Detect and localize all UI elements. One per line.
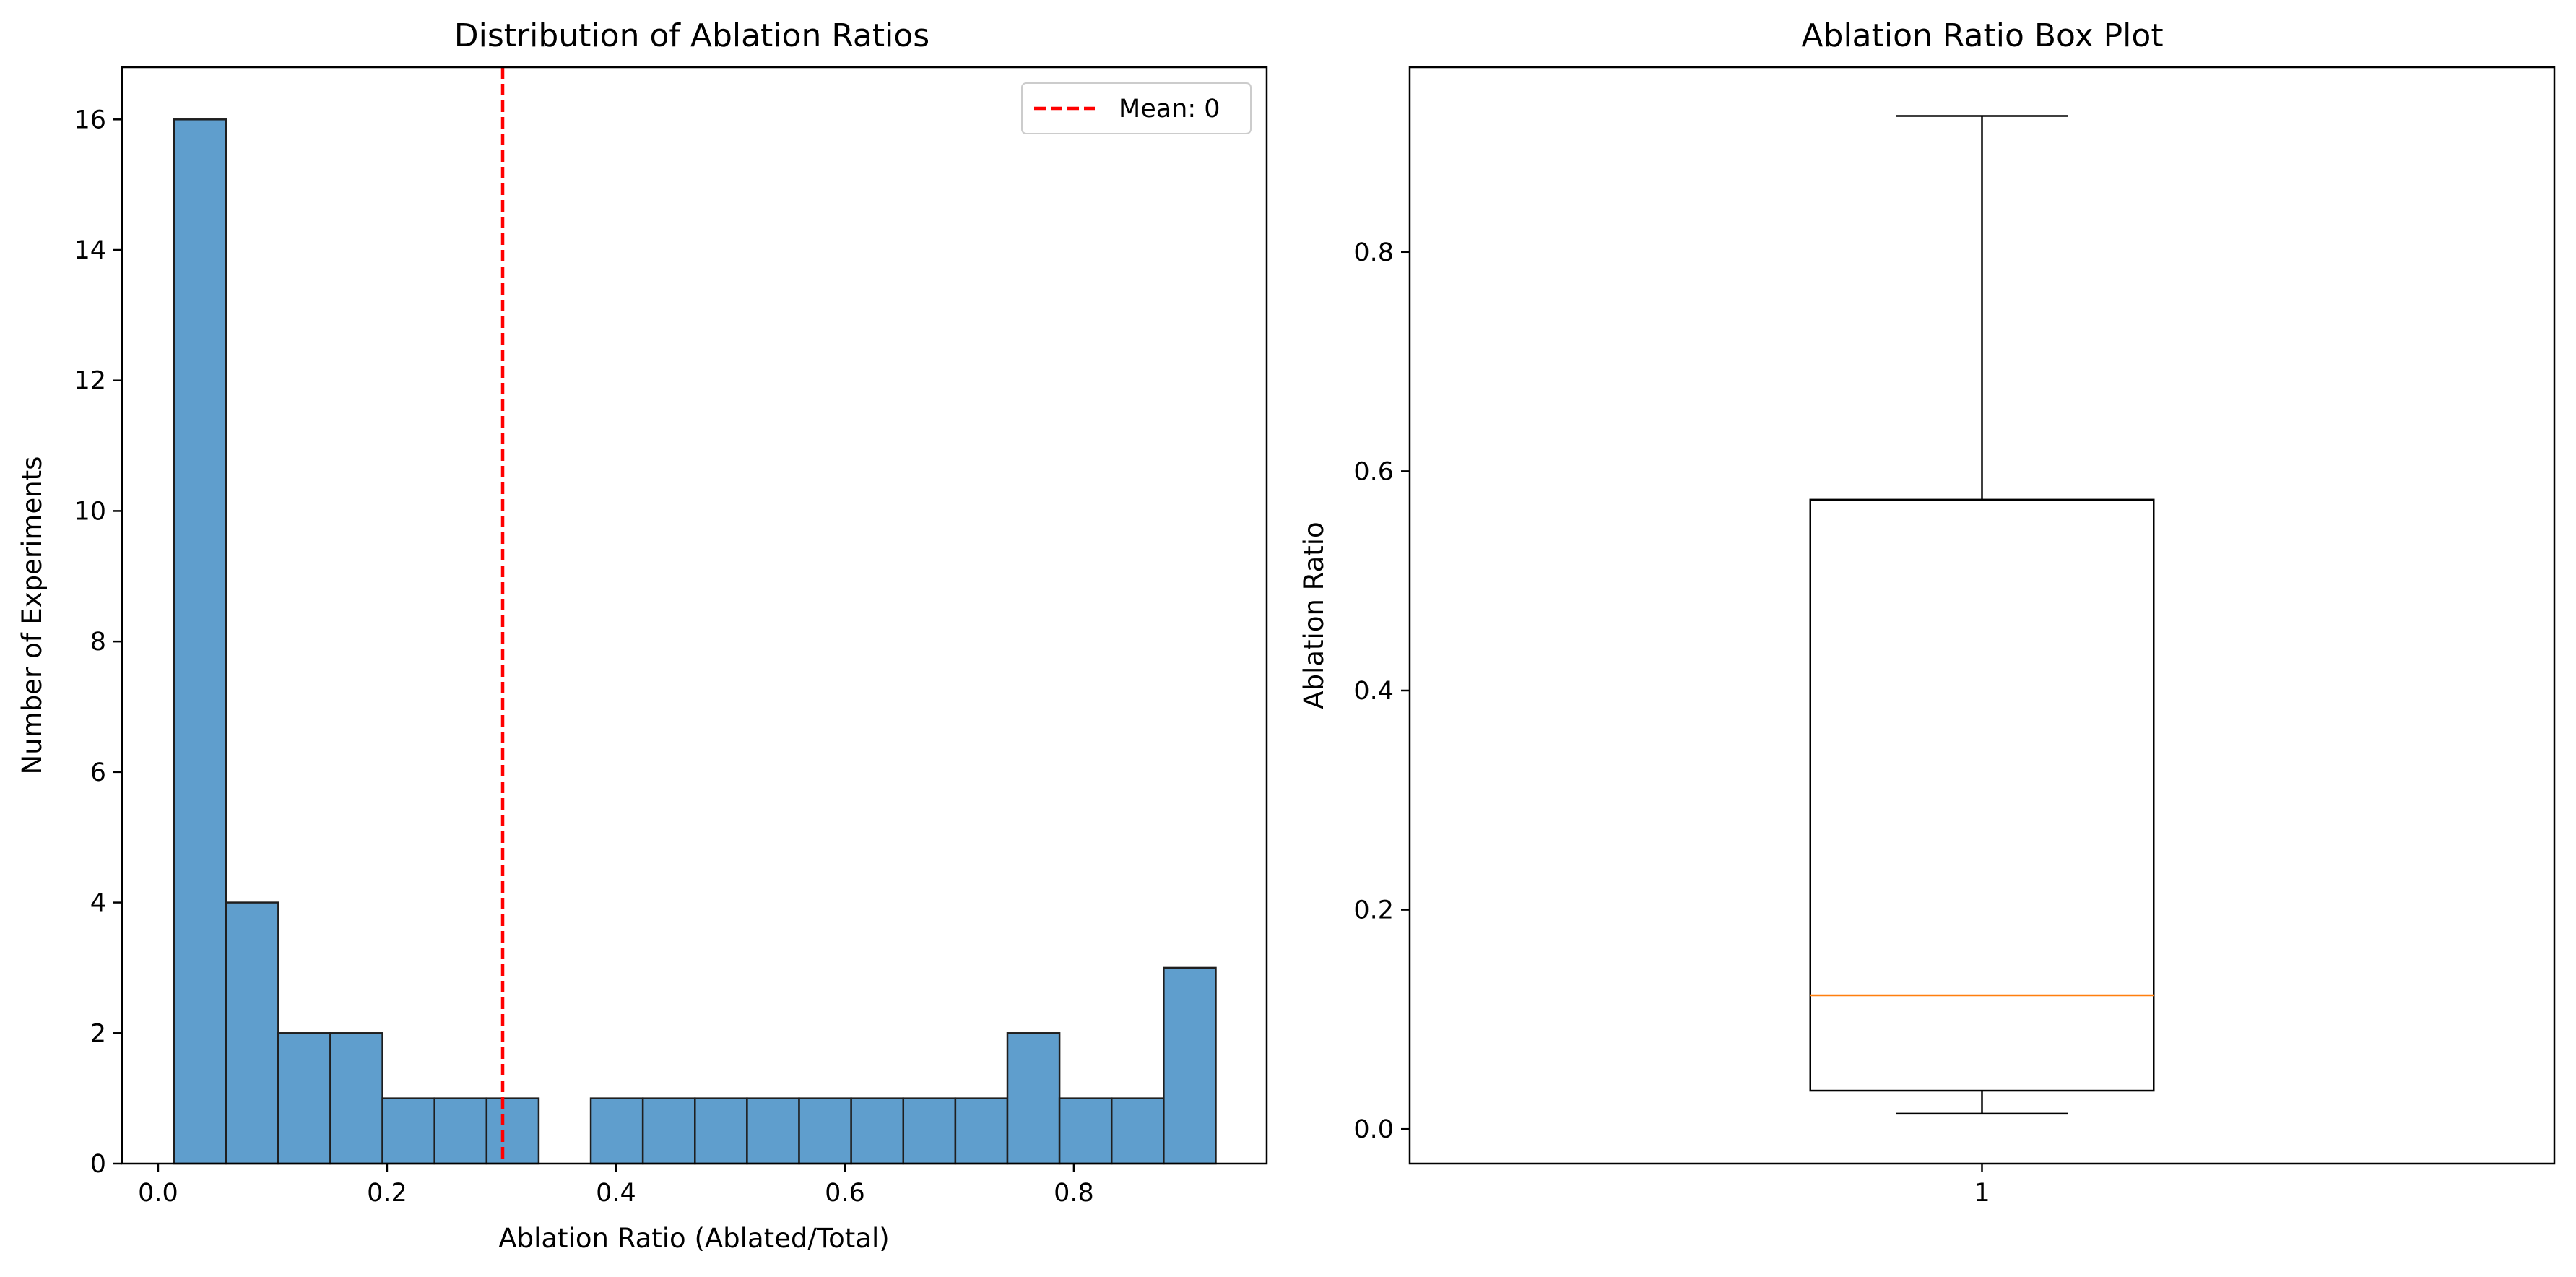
boxplot-axes-frame	[1408, 66, 2556, 1165]
histogram-bar	[173, 118, 227, 1165]
boxplot-y-tick-label: 0.4	[1353, 677, 1394, 706]
boxplot-x-tick-label: 1	[1974, 1179, 1990, 1208]
boxplot-y-tick-label: 0.0	[1353, 1115, 1394, 1144]
histogram-bar	[641, 1097, 696, 1165]
histogram-bar	[850, 1097, 905, 1165]
histogram-bar	[1163, 966, 1217, 1165]
histogram-x-tick-label: 0.6	[825, 1179, 865, 1208]
boxplot-panel: Ablation Ratio Box Plot 1 0.00.20.40.60.…	[1298, 17, 2556, 1208]
histogram-y-tick-label: 4	[90, 889, 106, 918]
histogram-y-tick-label: 10	[74, 497, 106, 526]
histogram-legend: Mean: 0	[1021, 82, 1252, 134]
histogram-y-tick-label: 8	[90, 628, 106, 657]
histogram-bar	[954, 1097, 1009, 1165]
histogram-y-tick-label: 14	[74, 236, 106, 265]
histogram-bar	[329, 1032, 383, 1165]
histogram-bar	[433, 1097, 488, 1165]
boxplot-y-tick-label: 0.2	[1353, 896, 1394, 925]
legend-label: Mean: 0	[1119, 95, 1220, 124]
histogram-axes-frame	[121, 66, 1268, 1165]
histogram-y-tick-label: 12	[74, 367, 106, 396]
histogram-bar	[798, 1097, 852, 1165]
histogram-y-tick-label: 6	[90, 758, 106, 787]
histogram-y-tick-label: 2	[90, 1019, 106, 1048]
histogram-bars	[173, 118, 1217, 1165]
histogram-x-tick-label: 0.4	[596, 1179, 636, 1208]
boxplot-title: Ablation Ratio Box Plot	[1801, 17, 2163, 54]
histogram-bar	[1058, 1097, 1113, 1165]
histogram-x-tick-label: 0.2	[367, 1179, 407, 1208]
histogram-bar	[589, 1097, 644, 1165]
boxplot-y-ticks: 0.0 0.2 0.4 0.6 0.8	[1353, 238, 1410, 1144]
histogram-bar	[225, 901, 279, 1165]
histogram-bar	[485, 1097, 540, 1165]
boxplot-y-tick-label: 0.6	[1353, 457, 1394, 486]
histogram-bar	[746, 1097, 800, 1165]
histogram-x-ticks: 0.0 0.2 0.4 0.6 0.8	[138, 1164, 1094, 1208]
boxplot-x-ticks: 1	[1974, 1164, 1990, 1208]
histogram-x-tick-label: 0.8	[1054, 1179, 1094, 1208]
histogram-y-label: Number of Experiments	[17, 456, 48, 775]
histogram-y-tick-label: 0	[90, 1150, 106, 1179]
histogram-x-tick-label: 0.0	[138, 1179, 178, 1208]
box-iqr	[1809, 498, 2155, 1092]
histogram-bar	[1110, 1097, 1165, 1165]
histogram-panel: Distribution of Ablation Ratios 0.0 0.2 0.…	[17, 17, 1268, 1254]
histogram-bar	[1006, 1032, 1061, 1165]
histogram-bar	[277, 1032, 331, 1165]
histogram-y-ticks: 0 2 4 6 8 10 12 14 16	[74, 105, 122, 1179]
histogram-bar	[694, 1097, 748, 1165]
histogram-title: Distribution of Ablation Ratios	[454, 17, 929, 54]
histogram-bar	[381, 1097, 435, 1165]
boxplot-y-label: Ablation Ratio	[1298, 521, 1330, 709]
histogram-x-label: Ablation Ratio (Ablated/Total)	[498, 1223, 889, 1254]
boxplot-elements	[1809, 115, 2155, 1115]
histogram-bar	[902, 1097, 957, 1165]
histogram-y-tick-label: 16	[74, 105, 106, 134]
boxplot-y-tick-label: 0.8	[1353, 238, 1394, 267]
legend-box	[1021, 82, 1252, 134]
